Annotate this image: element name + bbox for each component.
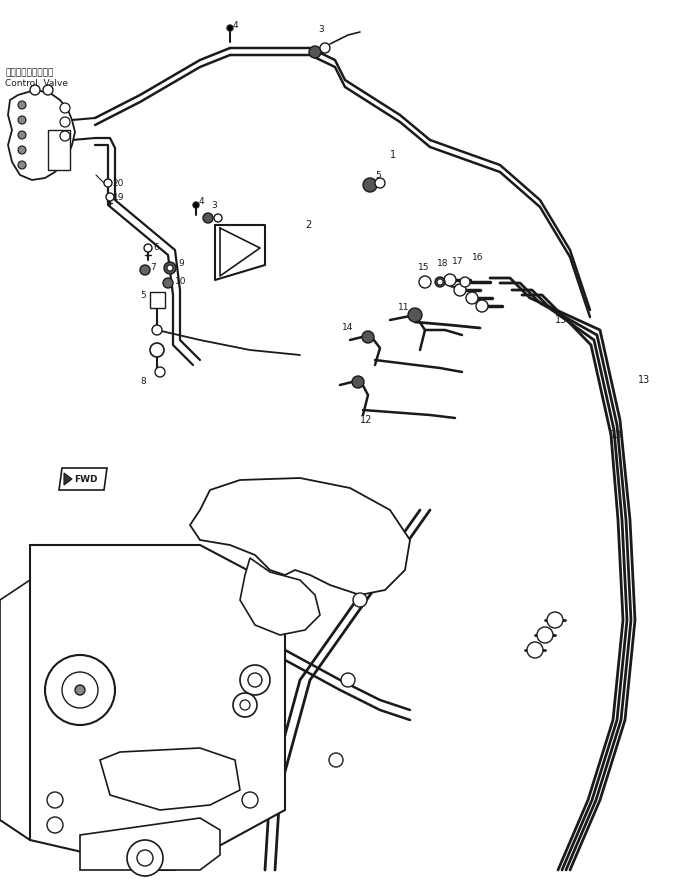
Circle shape [163,278,173,288]
Text: 5: 5 [375,171,381,179]
Circle shape [106,193,114,201]
Circle shape [18,101,26,109]
Circle shape [341,673,355,687]
Text: 13: 13 [610,430,622,440]
Text: Control  Valve: Control Valve [5,79,68,88]
Circle shape [167,265,173,271]
Polygon shape [64,473,72,485]
Circle shape [62,672,98,708]
Text: 3: 3 [211,201,217,210]
Polygon shape [150,292,165,308]
Circle shape [43,85,53,95]
Circle shape [155,367,165,377]
Circle shape [144,244,152,252]
Bar [48,130,70,170]
Text: 18: 18 [437,260,449,269]
Text: 13: 13 [638,375,650,385]
Circle shape [242,792,258,808]
Text: 19: 19 [113,193,124,202]
Circle shape [460,277,470,287]
Circle shape [164,262,176,274]
Circle shape [408,308,422,322]
Text: 7: 7 [150,263,155,272]
Circle shape [18,146,26,154]
Polygon shape [8,90,75,180]
Circle shape [240,665,270,695]
Circle shape [45,655,115,725]
Circle shape [537,627,553,643]
Polygon shape [30,545,285,870]
Circle shape [547,612,563,628]
Circle shape [419,276,431,288]
Polygon shape [190,478,410,595]
Circle shape [18,131,26,139]
Circle shape [375,178,385,188]
Circle shape [329,753,343,767]
Circle shape [476,300,488,312]
Text: コントロールハルブ: コントロールハルブ [5,68,54,78]
Text: 4: 4 [233,20,238,29]
Circle shape [352,376,364,388]
Circle shape [444,274,456,286]
Circle shape [435,277,445,287]
Polygon shape [80,818,220,870]
Circle shape [140,265,150,275]
Text: 6: 6 [153,243,159,253]
Text: 3: 3 [318,26,324,34]
Text: 16: 16 [472,254,483,263]
Circle shape [137,850,153,866]
Text: FWD: FWD [74,475,98,484]
Polygon shape [240,558,320,635]
Circle shape [18,116,26,124]
Circle shape [437,279,443,285]
Text: 13: 13 [555,315,567,325]
Text: 9: 9 [178,260,184,269]
Circle shape [309,46,321,58]
Circle shape [353,593,367,607]
Circle shape [30,85,40,95]
Circle shape [60,131,70,141]
Text: 2: 2 [305,220,311,230]
Text: 11: 11 [398,303,409,313]
Circle shape [203,213,213,223]
Circle shape [60,103,70,113]
Text: 12: 12 [360,415,372,425]
Text: 8: 8 [140,377,146,386]
Circle shape [466,292,478,304]
Polygon shape [100,748,240,810]
Circle shape [233,693,257,717]
Circle shape [47,817,63,833]
Circle shape [240,700,250,710]
Circle shape [104,179,112,187]
Polygon shape [59,468,107,490]
Circle shape [18,161,26,169]
Circle shape [454,284,466,296]
Circle shape [150,343,164,357]
Text: 14: 14 [342,324,353,332]
Circle shape [152,325,162,335]
Circle shape [60,117,70,127]
Circle shape [362,331,374,343]
Text: 1: 1 [390,150,396,160]
Circle shape [214,214,222,222]
Circle shape [363,178,377,192]
Circle shape [75,685,85,695]
Text: 5: 5 [140,291,146,300]
Text: 4: 4 [199,197,204,207]
Text: 15: 15 [418,263,430,272]
Circle shape [127,840,163,876]
Text: 20: 20 [112,179,124,187]
Circle shape [227,25,233,31]
Circle shape [320,43,330,53]
Circle shape [47,792,63,808]
Circle shape [193,202,199,208]
Text: 10: 10 [175,278,187,286]
Text: 17: 17 [452,256,464,265]
Circle shape [248,673,262,687]
Circle shape [527,642,543,658]
